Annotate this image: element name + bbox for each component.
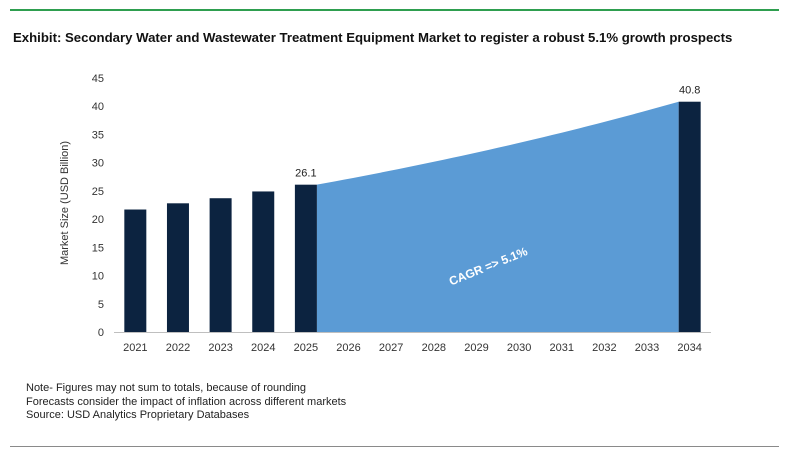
axis-layer: 2021 2022 2023 2024 2025 2026 2027 2028 2029 2030… — [59, 73, 711, 354]
x-tick-2021: 2021 — [123, 342, 147, 354]
bar-layer — [124, 101, 701, 332]
x-tick-2030: 2030 — [507, 342, 531, 354]
top-accent-rule — [10, 9, 779, 11]
y-tick-25: 25 — [92, 186, 104, 198]
y-tick-40: 40 — [92, 101, 104, 113]
bar-2021 — [124, 209, 147, 332]
x-tick-2028: 2028 — [422, 342, 446, 354]
chart-title: Exhibit: Secondary Water and Wastewater … — [13, 30, 733, 45]
x-tick-2034: 2034 — [677, 342, 701, 354]
cagr-area — [316, 101, 679, 333]
data-label-2034: 40.8 — [679, 85, 700, 97]
x-tick-2033: 2033 — [635, 342, 659, 354]
x-tick-2022: 2022 — [166, 342, 190, 354]
y-tick-45: 45 — [92, 73, 104, 85]
y-tick-35: 35 — [92, 129, 104, 141]
note-inflation: Forecasts consider the impact of inflati… — [26, 395, 347, 408]
bar-2034 — [678, 101, 701, 332]
y-axis-label: Market Size (USD Billion) — [59, 141, 71, 265]
bar-2022 — [166, 203, 189, 332]
data-label-2025: 26.1 — [295, 168, 316, 180]
y-tick-0: 0 — [98, 327, 104, 339]
x-tick-2025: 2025 — [294, 342, 318, 354]
footnotes: Note- Figures may not sum to totals, bec… — [26, 382, 346, 423]
note-rounding: Note- Figures may not sum to totals, bec… — [26, 382, 307, 394]
x-tick-2024: 2024 — [251, 342, 275, 354]
x-tick-2027: 2027 — [379, 342, 403, 354]
x-tick-2031: 2031 — [550, 342, 574, 354]
y-tick-30: 30 — [92, 158, 104, 170]
x-tick-2032: 2032 — [592, 342, 616, 354]
y-tick-20: 20 — [92, 214, 104, 226]
note-source: Source: USD Analytics Proprietary Databa… — [26, 409, 250, 421]
bar-2025 — [294, 184, 317, 332]
area-layer — [316, 101, 679, 333]
y-tick-15: 15 — [92, 242, 104, 254]
bar-2023 — [209, 198, 232, 332]
bottom-rule — [10, 446, 779, 447]
x-tick-2026: 2026 — [336, 342, 360, 354]
bar-2024 — [252, 191, 275, 332]
x-tick-2029: 2029 — [464, 342, 488, 354]
y-tick-5: 5 — [98, 299, 104, 311]
x-tick-2023: 2023 — [208, 342, 232, 354]
y-tick-10: 10 — [92, 271, 104, 283]
